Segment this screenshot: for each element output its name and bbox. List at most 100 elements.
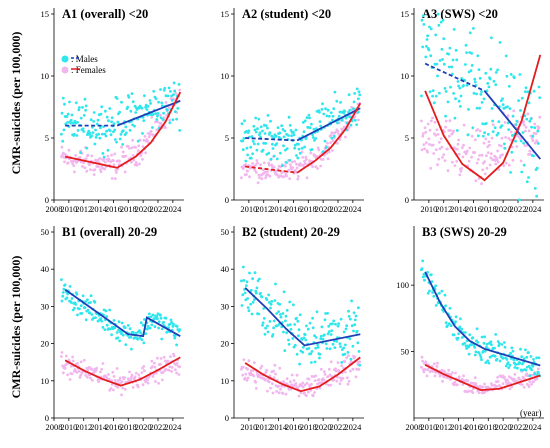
males-point	[117, 320, 121, 324]
males-point	[533, 372, 537, 376]
males-point	[90, 313, 94, 316]
males-point	[352, 329, 355, 333]
males-point	[146, 327, 149, 331]
females-point	[150, 359, 154, 363]
males-point	[98, 136, 102, 140]
males-point	[472, 27, 475, 30]
females-point	[442, 130, 446, 134]
males-point	[282, 290, 286, 294]
females-point	[272, 165, 276, 169]
males-point	[124, 343, 128, 346]
males-point	[537, 371, 540, 374]
males-point	[454, 315, 458, 319]
males-point	[528, 374, 532, 378]
males-point	[355, 123, 358, 126]
males-point	[130, 347, 133, 351]
x-tick-label: 2012	[435, 204, 452, 214]
females-point	[244, 163, 248, 166]
males-point	[483, 335, 486, 339]
males-point	[155, 118, 159, 121]
females-point	[84, 374, 87, 377]
males-point	[65, 115, 69, 118]
males-point	[426, 34, 429, 38]
females-point	[500, 136, 504, 140]
males-point	[466, 133, 470, 137]
males-point	[296, 156, 300, 160]
females-point	[305, 394, 308, 397]
males-point	[310, 122, 313, 126]
females-point	[527, 129, 531, 133]
males-point	[517, 198, 521, 202]
males-point	[464, 43, 468, 47]
males-point	[128, 327, 132, 331]
females-point	[433, 120, 437, 124]
males-point	[483, 131, 486, 135]
females-point	[301, 385, 305, 389]
females-point	[110, 177, 114, 180]
females-point	[329, 360, 333, 364]
females-point	[420, 355, 424, 359]
y-tick-label: 40	[221, 264, 230, 274]
males-point	[508, 107, 512, 110]
females-point	[79, 360, 83, 364]
males-point	[142, 119, 146, 122]
males-point	[251, 300, 255, 304]
males-point	[469, 343, 473, 346]
males-point	[301, 350, 305, 354]
males-point	[249, 288, 253, 292]
males-point	[278, 302, 282, 306]
females-point	[456, 142, 460, 146]
panels-group: A1 (overall) <20051015200820102012201420…	[41, 7, 544, 432]
x-tick-label: 2024	[524, 422, 542, 432]
females-point	[432, 152, 436, 155]
females-point	[136, 385, 140, 389]
females-point	[329, 133, 333, 137]
females-point	[252, 374, 256, 378]
females-point	[99, 170, 103, 174]
y-tick-label: 0	[45, 195, 49, 205]
males-point	[343, 352, 347, 356]
females-point	[246, 376, 250, 380]
males-point	[301, 345, 305, 349]
females-point	[254, 387, 258, 390]
females-point	[462, 143, 465, 147]
females-point	[262, 161, 266, 165]
males-point	[305, 324, 308, 328]
males-point	[302, 130, 306, 134]
males-point	[316, 346, 320, 349]
males-point	[246, 153, 250, 157]
females-point	[487, 140, 491, 144]
females-point	[344, 135, 347, 139]
females-point	[84, 157, 88, 161]
females-point	[124, 154, 128, 158]
males-point	[435, 62, 439, 66]
legend: : Males : Females	[61, 54, 106, 75]
males-point	[333, 90, 337, 94]
females-point	[123, 170, 127, 174]
males-point	[494, 71, 498, 74]
males-point	[293, 343, 297, 347]
x-tick-label: 2016	[105, 204, 122, 214]
males-point	[269, 157, 273, 161]
males-point	[506, 361, 510, 365]
males-point	[76, 313, 79, 317]
females-point	[331, 139, 335, 143]
y-tick-label: 100	[396, 280, 409, 290]
males-point	[293, 146, 297, 150]
males-point	[311, 133, 314, 137]
females-point	[291, 166, 295, 170]
females-point	[60, 155, 63, 159]
females-point	[448, 119, 452, 123]
males-point	[473, 80, 477, 84]
females-point	[503, 375, 506, 379]
females-point	[107, 157, 111, 161]
females-point	[439, 373, 442, 377]
males-point	[358, 363, 362, 367]
males-point	[471, 126, 475, 130]
females-point	[311, 165, 314, 169]
males-point	[537, 142, 540, 145]
females-point	[72, 164, 76, 168]
legend-females-label: : Females	[71, 65, 106, 75]
y-tick-label: 5	[45, 133, 49, 143]
males-point	[86, 308, 90, 312]
